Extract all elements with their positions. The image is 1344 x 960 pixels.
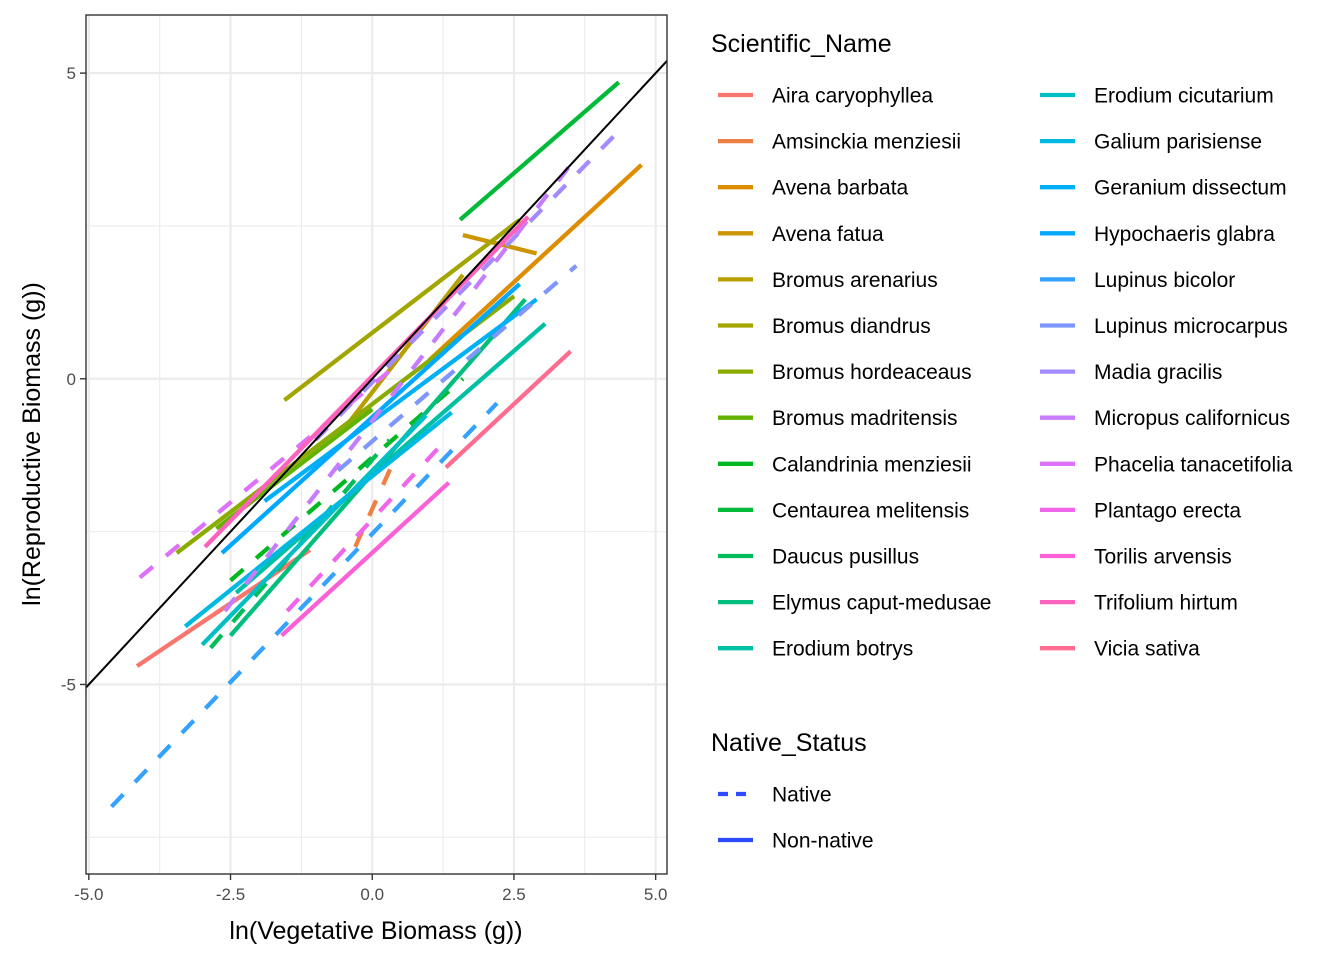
y-tick-label: 5 <box>67 64 76 83</box>
legend-label-bromus-madritensis: Bromus madritensis <box>772 407 958 430</box>
legend: Aira caryophyllea Amsinckia menziesii Aven… <box>718 85 1293 853</box>
legend-label-plantago-erecta: Plantago erecta <box>1094 499 1241 522</box>
legend-label-lupinus-microcarpus: Lupinus microcarpus <box>1094 315 1288 338</box>
x-tick-label: 0.0 <box>360 885 384 904</box>
series-line-aira-caryophyllea <box>135 548 312 668</box>
series-line-bromus-diandrus <box>283 218 521 402</box>
series-line-galium-parisiense <box>183 410 453 629</box>
plot-panel <box>86 15 667 874</box>
y-tick-label: -5 <box>61 675 76 694</box>
series-line-torilis-arvensis <box>280 481 451 638</box>
x-tick-label: 5.0 <box>644 885 668 904</box>
series-lines <box>86 59 667 809</box>
legend-label-aira-caryophyllea: Aira caryophyllea <box>772 85 933 108</box>
legend-label-avena-fatua: Avena fatua <box>772 223 884 246</box>
legend-label-galium-parisiense: Galium parisiense <box>1094 131 1262 154</box>
legend-label-amsinckia-menziesii: Amsinckia menziesii <box>772 131 961 154</box>
legend-label-erodium-cicutarium: Erodium cicutarium <box>1094 85 1274 108</box>
grid <box>86 15 667 874</box>
series-line-micropus-californicus <box>223 163 573 613</box>
legend-label-hypochaeris-glabra: Hypochaeris glabra <box>1094 223 1275 246</box>
series-line-bromus-arenarius <box>347 273 465 423</box>
legend-status-title: Native_Status <box>711 729 867 757</box>
legend-label-erodium-botrys: Erodium botrys <box>772 638 913 661</box>
legend-label-bromus-hordeaceaus: Bromus hordeaceaus <box>772 361 972 384</box>
legend-label-madia-gracilis: Madia gracilis <box>1094 361 1222 384</box>
legend-label-micropus-californicus: Micropus californicus <box>1094 407 1290 430</box>
series-line-lupinus-bicolor <box>109 401 499 809</box>
legend-label-vicia-sativa: Vicia sativa <box>1094 638 1200 661</box>
series-line-geranium-dissectum <box>263 297 538 503</box>
x-tick-label: -5.0 <box>74 885 103 904</box>
legend-label-elymus-caput-medusae: Elymus caput-medusae <box>772 592 991 615</box>
series-line-plantago-erecta <box>285 438 448 613</box>
legend-label-centaurea-melitensis: Centaurea melitensis <box>772 499 969 522</box>
legend-label-calandrinia-menziesii: Calandrinia menziesii <box>772 453 972 476</box>
y-axis-title: ln(Reproductive Biomass (g)) <box>18 282 46 606</box>
x-axis-title: ln(Vegetative Biomass (g)) <box>229 917 522 945</box>
legend-label-lupinus-bicolor: Lupinus bicolor <box>1094 269 1235 292</box>
legend-label-non-native: Non-native <box>772 830 874 853</box>
series-line-centaurea-melitensis <box>458 80 621 222</box>
x-tick-label: -2.5 <box>216 885 245 904</box>
legend-species-title: Scientific_Name <box>711 30 892 58</box>
series-line-hypochaeris-glabra <box>220 282 522 555</box>
legend-label-phacelia-tanacetifolia: Phacelia tanacetifolia <box>1094 453 1293 476</box>
legend-label-daucus-pusillus: Daucus pusillus <box>772 546 919 569</box>
axis-ticks: -5.0 -2.5 0.0 2.5 5.0 -5 0 5 <box>61 64 668 904</box>
x-tick-label: 2.5 <box>502 885 526 904</box>
series-line-vicia-sativa <box>444 349 573 469</box>
series-line-avena-barbata <box>427 163 643 362</box>
series-line-madia-gracilis <box>314 126 624 442</box>
series-line-erodium-cicutarium <box>200 413 428 647</box>
legend-label-native: Native <box>772 784 832 807</box>
reference-line <box>86 59 667 689</box>
legend-label-avena-barbata: Avena barbata <box>772 177 909 200</box>
y-tick-label: 0 <box>67 370 76 389</box>
plot-border <box>85 14 668 875</box>
legend-label-trifolium-hirtum: Trifolium hirtum <box>1094 592 1238 615</box>
legend-label-bromus-diandrus: Bromus diandrus <box>772 315 931 338</box>
legend-label-torilis-arvensis: Torilis arvensis <box>1094 546 1232 569</box>
legend-label-geranium-dissectum: Geranium dissectum <box>1094 177 1287 200</box>
legend-label-bromus-arenarius: Bromus arenarius <box>772 269 938 292</box>
series-line-erodium-botrys <box>234 322 547 595</box>
series-line-trifolium-hirtum <box>203 215 530 549</box>
